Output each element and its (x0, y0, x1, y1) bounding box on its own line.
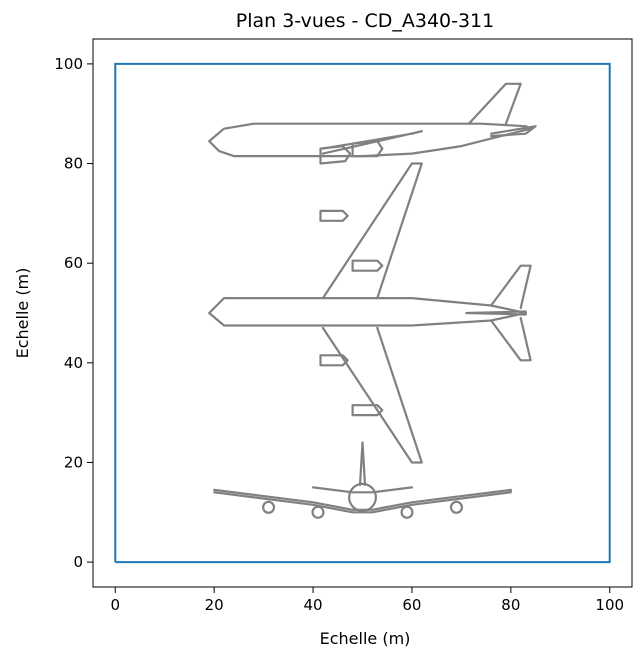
y-axis: 0 20 40 60 80 100 (54, 55, 93, 571)
x-tick-label: 0 (110, 596, 120, 614)
x-tick-label: 60 (402, 596, 421, 614)
y-tick-label: 40 (64, 354, 83, 372)
y-tick-label: 60 (64, 254, 83, 272)
y-tick-label: 0 (73, 553, 83, 571)
front-view-engine-2 (311, 505, 325, 519)
x-axis: 0 20 40 60 80 100 (110, 587, 624, 614)
axes-frame (92, 38, 633, 588)
series-line-1 (114, 62, 611, 564)
side-view-engine-1 (319, 145, 352, 165)
chart-title: Plan 3-vues - CD_A340-311 (236, 10, 495, 32)
front-view-fuselage-circle (348, 482, 377, 512)
y-axis-label: Echelle (m) (13, 268, 32, 359)
front-view-engine-3 (400, 505, 414, 519)
top-view-pod-3 (319, 354, 349, 367)
side-view-fin (467, 82, 522, 125)
top-view-hstab-upper (490, 264, 532, 310)
front-view-fin (358, 441, 367, 486)
y-tick-label: 20 (64, 453, 83, 471)
x-tick-label: 40 (304, 596, 323, 614)
x-axis-label: Echelle (m) (320, 629, 411, 648)
plot-area (114, 62, 611, 564)
y-tick-label: 100 (54, 55, 83, 73)
side-view-hstab (490, 125, 537, 138)
front-view (213, 441, 512, 519)
top-view (208, 162, 532, 464)
top-view-pod-4 (351, 404, 384, 417)
side-view (208, 82, 537, 165)
x-tick-label: 80 (501, 596, 520, 614)
x-tick-label: 100 (595, 596, 624, 614)
top-view-tail-cone (465, 310, 527, 316)
top-view-wing-upper (321, 162, 423, 300)
y-tick-label: 80 (64, 155, 83, 173)
front-view-wing (213, 488, 512, 514)
x-tick-label: 20 (205, 596, 224, 614)
top-view-wing-lower (321, 326, 423, 464)
top-view-pod-1 (319, 209, 349, 222)
front-view-engine-4 (449, 500, 463, 514)
top-view-hstab-lower (490, 316, 532, 362)
top-view-pod-2 (351, 259, 384, 272)
front-view-hstab (312, 486, 413, 494)
front-view-engine-1 (262, 500, 276, 514)
side-view-engine-2 (351, 140, 384, 158)
